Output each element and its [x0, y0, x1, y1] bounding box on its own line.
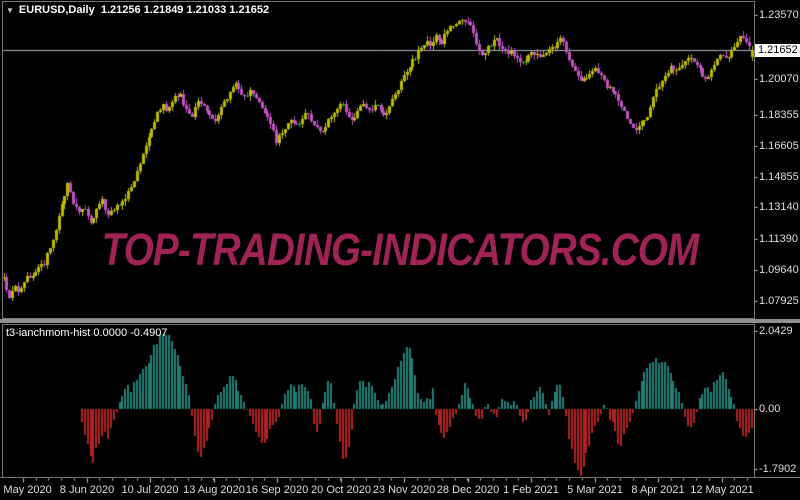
chevron-down-icon[interactable]: ▼ [6, 6, 14, 15]
indicator-header: t3-ianchmom-hist 0.0000 -0.4907 [6, 327, 167, 339]
price-axis-label: 1.20070 [759, 73, 799, 85]
date-axis-label: 5 May 2020 [0, 484, 52, 496]
time-axis-line [0, 477, 800, 478]
date-axis-label: 23 Nov 2020 [372, 484, 436, 496]
price-axis-label: 1.09640 [759, 264, 799, 276]
date-axis-label: 5 Mar 2021 [567, 484, 623, 496]
date-axis-label: 8 Jun 2020 [59, 484, 115, 496]
price-axis-label: 1.11390 [759, 233, 798, 245]
date-axis-label: 13 Aug 2020 [183, 484, 245, 496]
date-axis-label: 16 Sep 2020 [245, 484, 309, 496]
date-axis-label: 12 May 2021 [690, 484, 754, 496]
price-axis-label: 1.16605 [759, 140, 799, 152]
date-axis-label: 20 Oct 2020 [311, 484, 371, 496]
price-axis-label: 1.14855 [759, 171, 799, 183]
panel-splitter[interactable] [0, 319, 800, 323]
price-axis-label: 1.23570 [759, 9, 799, 21]
current-price-badge: 1.21652 [755, 44, 800, 57]
symbol-period-label: EURUSD,Daily [18, 4, 95, 16]
indicator-values: 0.0000 -0.4907 [93, 327, 168, 339]
chart-header: ▼ EURUSD,Daily 1.21256 1.21849 1.21033 1.… [6, 4, 269, 16]
ohlc-values: 1.21256 1.21849 1.21033 1.21652 [100, 4, 270, 16]
date-axis-label: 1 Feb 2021 [503, 484, 559, 496]
date-axis-label: 8 Apr 2021 [631, 484, 685, 496]
date-axis-label: 28 Dec 2020 [436, 484, 500, 496]
price-axis-label: 1.18355 [759, 109, 799, 121]
price-axis-label: 1.07925 [759, 295, 799, 307]
price-axis-label: 1.13140 [759, 201, 799, 213]
indicator-axis-label: 0.00 [759, 403, 781, 415]
indicator-axis-label: 2.0429 [759, 325, 793, 337]
indicator-name: t3-ianchmom-hist [6, 327, 91, 339]
date-axis-label: 10 Jul 2020 [121, 484, 179, 496]
indicator-axis-label: -1.7902 [759, 463, 797, 475]
